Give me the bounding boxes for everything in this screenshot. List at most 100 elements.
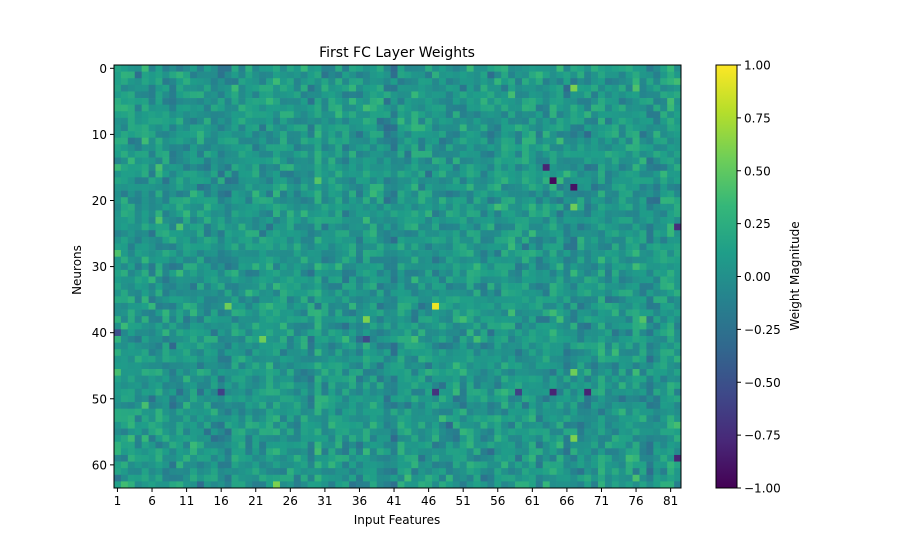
heatmap-cell <box>342 362 350 370</box>
heatmap-cell <box>563 435 571 443</box>
heatmap-cell <box>425 302 433 310</box>
heatmap-cell <box>383 316 391 324</box>
heatmap-cell <box>217 428 225 436</box>
heatmap-cell <box>190 441 198 449</box>
heatmap-cell <box>335 369 343 376</box>
heatmap-cell <box>349 435 357 443</box>
heatmap-cell <box>169 428 177 436</box>
heatmap-cell <box>134 117 142 125</box>
heatmap-cell <box>169 256 177 264</box>
heatmap-cell <box>598 210 606 218</box>
heatmap-cell <box>549 448 557 456</box>
heatmap-cell <box>674 415 682 423</box>
heatmap-cell <box>508 98 516 106</box>
heatmap-cell <box>190 369 198 376</box>
heatmap-cell <box>307 388 315 396</box>
heatmap-cell <box>508 428 516 436</box>
heatmap-cell <box>335 342 343 350</box>
heatmap-cell <box>293 322 302 330</box>
heatmap-cell <box>127 190 136 198</box>
heatmap-cell <box>632 302 640 310</box>
heatmap-cell <box>445 375 454 383</box>
heatmap-cell <box>556 302 564 310</box>
heatmap-cell <box>432 316 440 324</box>
heatmap-cell <box>632 289 640 297</box>
heatmap-cell <box>210 349 219 357</box>
heatmap-cell <box>114 428 122 436</box>
heatmap-cell <box>604 454 613 462</box>
heatmap-cell <box>190 362 198 370</box>
heatmap-cell <box>584 322 592 330</box>
heatmap-cell <box>432 170 440 178</box>
heatmap-cell <box>411 441 419 449</box>
heatmap-cell <box>286 382 295 390</box>
heatmap-cell <box>266 124 274 132</box>
heatmap-cell <box>397 461 405 469</box>
heatmap-cell <box>515 402 523 410</box>
heatmap-cell <box>321 355 329 363</box>
heatmap-cell <box>570 65 578 72</box>
heatmap-cell <box>604 448 613 456</box>
heatmap-cell <box>611 369 620 376</box>
heatmap-cell <box>190 150 198 158</box>
heatmap-cell <box>134 183 142 191</box>
heatmap-cell <box>155 65 163 72</box>
heatmap-cell <box>273 164 281 172</box>
heatmap-cell <box>563 375 571 383</box>
heatmap-cell <box>459 349 467 357</box>
heatmap-cell <box>397 98 405 106</box>
heatmap-cell <box>487 395 495 403</box>
heatmap-cell <box>425 349 433 357</box>
heatmap-cell <box>646 256 654 264</box>
heatmap-cell <box>224 177 232 185</box>
heatmap-cell <box>321 441 329 449</box>
heatmap-cell <box>120 296 129 304</box>
heatmap-cell <box>383 91 391 99</box>
heatmap-cell <box>349 309 357 317</box>
heatmap-cell <box>286 408 295 416</box>
heatmap-cell <box>542 322 550 330</box>
heatmap-cell <box>501 355 509 363</box>
heatmap-cell <box>452 170 461 178</box>
heatmap-cell <box>273 296 281 304</box>
heatmap-cell <box>459 408 467 416</box>
heatmap-cell <box>639 250 647 258</box>
heatmap-cell <box>224 131 232 139</box>
heatmap-cell <box>653 448 661 456</box>
heatmap-cell <box>618 382 627 390</box>
heatmap-cell <box>632 349 640 357</box>
heatmap-cell <box>148 131 156 139</box>
heatmap-cell <box>660 117 668 125</box>
heatmap-cell <box>584 388 592 396</box>
heatmap-cell <box>300 65 308 72</box>
heatmap-cell <box>224 309 232 317</box>
heatmap-cell <box>252 375 260 383</box>
heatmap-cell <box>307 190 315 198</box>
heatmap-cell <box>418 137 426 145</box>
heatmap-cell <box>480 421 488 429</box>
heatmap-cell <box>356 117 364 125</box>
heatmap-cell <box>328 111 336 119</box>
heatmap-cell <box>356 448 364 456</box>
heatmap-cell <box>480 375 488 383</box>
heatmap-cell <box>535 150 544 158</box>
heatmap-cell <box>618 230 627 238</box>
heatmap-cell <box>466 435 474 443</box>
heatmap-cell <box>356 454 364 462</box>
heatmap-cell <box>549 296 557 304</box>
heatmap-cell <box>259 78 267 86</box>
heatmap-cell <box>501 322 509 330</box>
heatmap-cell <box>279 236 288 244</box>
heatmap-cell <box>487 402 495 410</box>
heatmap-cell <box>217 78 225 86</box>
heatmap-cell <box>231 283 239 291</box>
heatmap-cell <box>203 329 212 337</box>
heatmap-cell <box>321 402 329 410</box>
heatmap-cell <box>404 243 412 251</box>
heatmap-cell <box>245 428 253 436</box>
heatmap-cell <box>404 296 412 304</box>
heatmap-cell <box>618 408 627 416</box>
heatmap-cell <box>259 236 267 244</box>
heatmap-cell <box>390 329 398 337</box>
heatmap-cell <box>176 150 184 158</box>
